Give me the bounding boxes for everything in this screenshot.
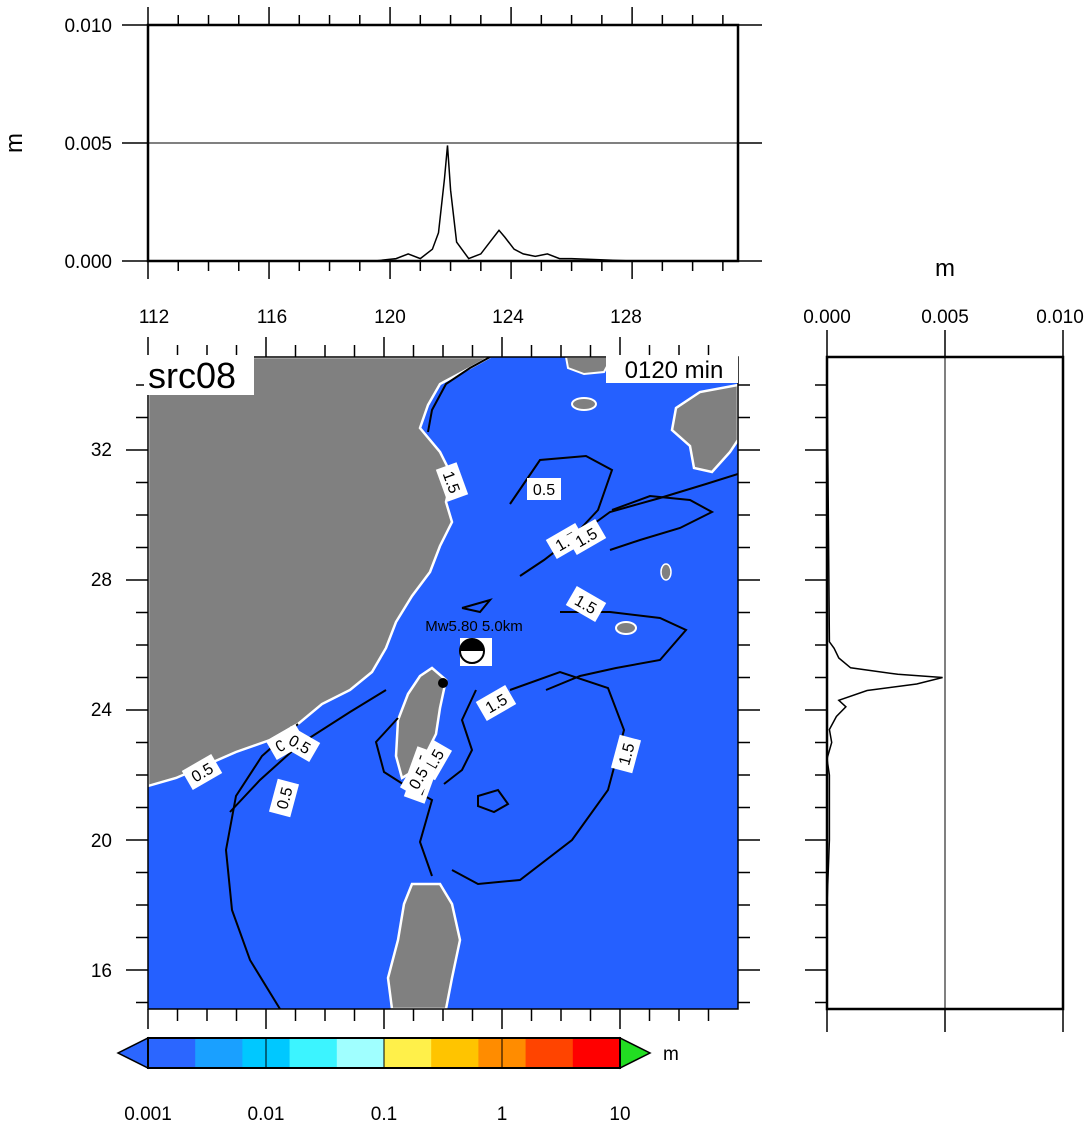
contour-north: [461, 598, 493, 614]
map-ticks: [126, 337, 760, 1029]
right-xlabel: m: [935, 255, 955, 282]
contour-label-box: [181, 753, 223, 791]
lat-tick-label: 24: [91, 700, 113, 721]
contour-label-box: [435, 462, 469, 502]
xtick-label: 124: [492, 307, 524, 328]
contour-patch: [477, 788, 510, 814]
contour-label-box: [527, 478, 561, 500]
colorbar-tick-label: 1: [497, 1104, 508, 1125]
land-islet: [571, 397, 597, 411]
lat-tick-label: 32: [91, 440, 112, 461]
xtick-label: 120: [374, 307, 406, 328]
land-islet: [615, 621, 637, 635]
contour-label: 0.5: [399, 757, 437, 799]
top-ytick-label: 0.010: [64, 16, 112, 37]
epicenter-marker: [438, 678, 448, 688]
lat-tick-label: 28: [91, 570, 112, 591]
right-xtick-label: 0.000: [803, 307, 851, 328]
contour-kyushu: [609, 494, 715, 551]
xtick-label: 116: [257, 307, 287, 328]
colorbar-segments: [148, 1038, 621, 1068]
right-xtick-label: 0.005: [921, 307, 969, 328]
time-label: 0120 min: [625, 357, 724, 384]
colorbar-segment: [195, 1038, 243, 1068]
map-title: src08: [148, 355, 236, 396]
contour-label: 1.5: [610, 734, 642, 774]
contour-label: 1.5: [565, 585, 607, 623]
map-panel: Mw5.80 5.0km 1.5 0.51.51.51.51.51.50.50.5…: [91, 337, 760, 1029]
event-label: Mw5.80 5.0km: [425, 618, 523, 635]
contour-label-box: [475, 684, 517, 722]
contour-east-china-sea: [545, 611, 688, 691]
contour-coastal: [427, 357, 491, 433]
contour-label: 0.5: [279, 725, 321, 763]
colorbar-segment: [525, 1038, 574, 1068]
beachball-quadrant: [460, 639, 484, 651]
colorbar-right-arrow: [619, 1036, 652, 1070]
contour-label: 1.5: [565, 518, 607, 556]
top-panel-ticks: [122, 7, 762, 279]
lat-tick-label: 16: [91, 961, 112, 982]
land-kyushu: [670, 383, 738, 474]
right-panel: m 0.000 0.005 0.010: [803, 255, 1084, 1032]
right-series-line: [826, 356, 943, 1003]
contour-label-box: [610, 734, 642, 774]
land-taiwan: [394, 666, 448, 780]
lat-tick-label: 20: [91, 831, 112, 852]
contour-label: 1.5: [435, 462, 469, 502]
colorbar-segment: [148, 1038, 196, 1068]
top-ytick-label: 0.000: [64, 252, 112, 273]
contour-label: 1.5: [475, 684, 517, 722]
contour-label: 0.5: [527, 478, 561, 500]
colorbar-segment: [289, 1038, 338, 1068]
contour-label-box: [268, 778, 300, 818]
contour-taiwan-east: [443, 689, 477, 785]
contour-shelf-east: [509, 454, 614, 577]
contour-label-text: 1.5: [439, 469, 463, 496]
colorbar-tick-label: 10: [609, 1104, 630, 1125]
top-series-line: [148, 145, 702, 262]
colorbar-unit: m: [663, 1044, 679, 1065]
right-panel-ticks: [805, 330, 1064, 1032]
contour-scs-outer: [224, 723, 299, 1009]
top-ytick-label: 0.005: [64, 134, 112, 155]
colorbar-left-arrow: [116, 1036, 149, 1070]
land-mainland-china: [148, 357, 491, 788]
colorbar-segment: [572, 1038, 621, 1068]
contour-label-text: 0.5: [533, 482, 555, 499]
right-xtick-label: 0.010: [1036, 307, 1084, 328]
contour-label-box: [565, 518, 607, 556]
contour-label-text: 0.5: [274, 785, 296, 811]
contour-labels: 1.50.51.51.51.51.51.50.50.50.50.51.51.51…: [181, 462, 642, 818]
colorbar-segment: [384, 1038, 432, 1068]
xtick-label: 128: [610, 307, 642, 328]
contour-lines: [224, 357, 738, 1009]
xtick-label: 112: [139, 307, 169, 328]
colorbar-frame: [147, 1037, 621, 1069]
map-title-box: [144, 355, 254, 395]
colorbar: m 0.001 0.01 0.1 1 10: [116, 1036, 679, 1125]
colorbar-tick-label: 0.01: [248, 1104, 285, 1125]
top-panel: 0.010 0.005 0.000 m 112 116 120 124 128: [1, 7, 762, 328]
top-ylabel: m: [1, 133, 28, 153]
colorbar-tick-label: 0.001: [124, 1104, 172, 1125]
contour-label-box: [565, 585, 607, 623]
land-luzon: [386, 882, 462, 1009]
contour-label: 0.5: [268, 778, 300, 818]
colorbar-tick-label: 0.1: [371, 1104, 397, 1125]
contour-label-text: 1.5: [616, 741, 638, 767]
land-islet: [660, 563, 672, 581]
contour-label-box: [399, 757, 437, 799]
colorbar-segment: [336, 1038, 385, 1068]
colorbar-segment: [431, 1038, 479, 1068]
land-korea-tip: [564, 357, 614, 376]
time-box: [606, 355, 738, 383]
contour-label-box: [279, 725, 321, 763]
